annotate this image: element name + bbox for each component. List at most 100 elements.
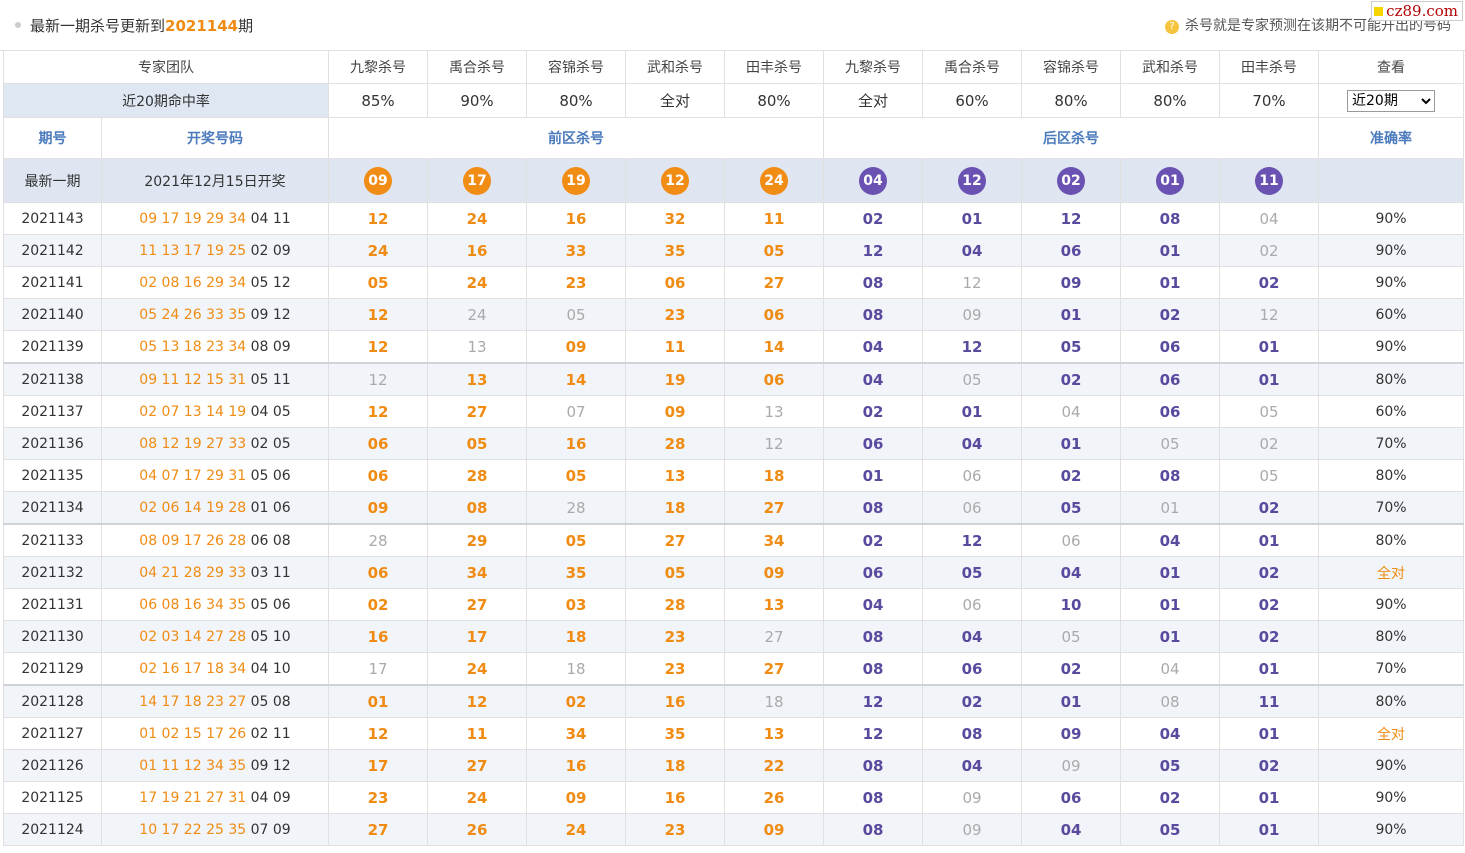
draw-front-numbers: 01 02 15 17 26 xyxy=(139,725,247,742)
kill-number: 18 xyxy=(724,459,824,492)
kill-number: 11 xyxy=(427,717,527,750)
draw-numbers: 05 13 18 23 34 08 09 xyxy=(101,330,329,364)
draw-numbers: 10 17 22 25 35 07 09 xyxy=(101,813,329,846)
kill-number: 33 xyxy=(526,234,626,267)
kill-number: 24 xyxy=(427,266,527,299)
kill-number: 06 xyxy=(1120,362,1220,396)
kill-number: 08 xyxy=(1120,684,1220,718)
kill-number: 02 xyxy=(1219,234,1319,267)
kill-number: 14 xyxy=(724,330,824,364)
kill-number: 17 xyxy=(328,749,428,782)
kill-number: 05 xyxy=(1120,813,1220,846)
kill-number: 12 xyxy=(823,684,923,718)
kill-number: 02 xyxy=(1021,652,1121,686)
draw-back-numbers: 05 12 xyxy=(250,274,291,291)
issue-number: 2021127 xyxy=(3,717,102,750)
back-kill-header: 后区杀号 xyxy=(823,117,1319,159)
table-row: 2021135 04 07 17 29 31 05 06 06 28 05 13 18 01 0… xyxy=(3,459,1464,492)
draw-back-numbers: 08 09 xyxy=(250,338,291,355)
period-select[interactable]: 近20期 xyxy=(1347,89,1435,112)
kill-number: 02 xyxy=(1120,781,1220,814)
logo-text: cz89.com xyxy=(1386,2,1458,20)
hit-rate-value: 全对 xyxy=(823,83,923,118)
kill-number: 16 xyxy=(328,620,428,653)
draw-front-numbers: 14 17 18 23 27 xyxy=(139,693,247,710)
kill-number: 27 xyxy=(625,523,725,557)
kill-number: 02 xyxy=(922,684,1022,718)
table-row: 2021142 11 13 17 19 25 02 09 24 16 33 35 05 12 0… xyxy=(3,234,1464,267)
front-ball: 12 xyxy=(661,166,689,195)
issue-number: 2021134 xyxy=(3,491,102,525)
kill-number: 09 xyxy=(724,813,824,846)
page-title: 最新一期杀号更新到2021144期 xyxy=(30,15,253,36)
hit-rate-value: 80% xyxy=(526,83,626,118)
draw-front-numbers: 10 17 22 25 35 xyxy=(139,821,247,838)
issue-number: 2021131 xyxy=(3,588,102,621)
latest-draw-date: 2021年12月15日开奖 xyxy=(101,158,329,203)
latest-issue: 2021144 xyxy=(165,17,239,35)
kill-number: 23 xyxy=(526,266,626,299)
kill-number: 08 xyxy=(1120,459,1220,492)
draw-back-numbers: 04 05 xyxy=(250,403,291,420)
accuracy-value: 80% xyxy=(1318,459,1464,492)
draw-back-numbers: 05 10 xyxy=(250,628,291,645)
draw-back-numbers: 05 06 xyxy=(250,467,291,484)
expert-header-row: 专家团队 九黎杀号 禹合杀号 容锦杀号 武和杀号 田丰杀号 九黎杀号 禹合杀号 容锦杀号 武和杀… xyxy=(3,50,1464,84)
kill-number: 04 xyxy=(1120,652,1220,686)
kill-number: 34 xyxy=(724,523,824,557)
back-ball-cell: 02 xyxy=(1021,158,1121,203)
kill-number: 12 xyxy=(922,330,1022,364)
issue-number: 2021139 xyxy=(3,330,102,364)
kill-number: 16 xyxy=(625,781,725,814)
kill-number: 06 xyxy=(823,427,923,460)
expert-name: 田丰杀号 xyxy=(724,50,824,84)
draw-numbers: 09 11 12 15 31 05 11 xyxy=(101,362,329,396)
back-ball: 02 xyxy=(1057,166,1085,195)
kill-number: 26 xyxy=(724,781,824,814)
kill-number: 02 xyxy=(823,523,923,557)
kill-number: 17 xyxy=(328,652,428,686)
kill-number: 01 xyxy=(1021,427,1121,460)
kill-number: 06 xyxy=(724,362,824,396)
kill-number: 12 xyxy=(328,395,428,428)
kill-number: 16 xyxy=(625,684,725,718)
kill-number: 01 xyxy=(922,395,1022,428)
kill-number: 12 xyxy=(922,266,1022,299)
draw-back-numbers: 04 11 xyxy=(250,210,291,227)
kill-number: 08 xyxy=(823,298,923,331)
kill-number: 28 xyxy=(427,459,527,492)
kill-number: 06 xyxy=(1120,330,1220,364)
kill-number: 06 xyxy=(922,652,1022,686)
table-row: 2021130 02 03 14 27 28 05 10 16 17 18 23 27 08 0… xyxy=(3,620,1464,653)
kill-number: 24 xyxy=(427,652,527,686)
kill-number: 12 xyxy=(724,427,824,460)
table-row: 2021133 08 09 17 26 28 06 08 28 29 05 27 34 02 1… xyxy=(3,523,1464,557)
draw-numbers: 02 07 13 14 19 04 05 xyxy=(101,395,329,428)
kill-number: 02 xyxy=(1219,491,1319,525)
accuracy-value: 70% xyxy=(1318,427,1464,460)
issue-number: 2021125 xyxy=(3,781,102,814)
kill-number: 13 xyxy=(724,717,824,750)
kill-number: 02 xyxy=(1219,427,1319,460)
front-ball: 24 xyxy=(760,166,788,195)
kill-number: 04 xyxy=(1021,556,1121,589)
kill-number: 01 xyxy=(1219,717,1319,750)
issue-number: 2021128 xyxy=(3,684,102,718)
front-kill-header: 前区杀号 xyxy=(328,117,824,159)
kill-number: 05 xyxy=(1120,749,1220,782)
draw-back-numbers: 04 10 xyxy=(250,660,291,677)
bullet-icon xyxy=(15,22,21,28)
kill-number: 01 xyxy=(1120,266,1220,299)
kill-number: 26 xyxy=(427,813,527,846)
kill-number: 34 xyxy=(526,717,626,750)
kill-number: 18 xyxy=(526,620,626,653)
issue-number: 2021140 xyxy=(3,298,102,331)
kill-number: 08 xyxy=(823,652,923,686)
kill-number: 24 xyxy=(328,234,428,267)
site-logo[interactable]: cz89.com xyxy=(1371,1,1463,21)
kill-number: 03 xyxy=(526,588,626,621)
kill-number: 05 xyxy=(1021,491,1121,525)
draw-back-numbers: 03 11 xyxy=(250,564,291,581)
kill-number: 01 xyxy=(1120,556,1220,589)
expert-name: 武和杀号 xyxy=(625,50,725,84)
